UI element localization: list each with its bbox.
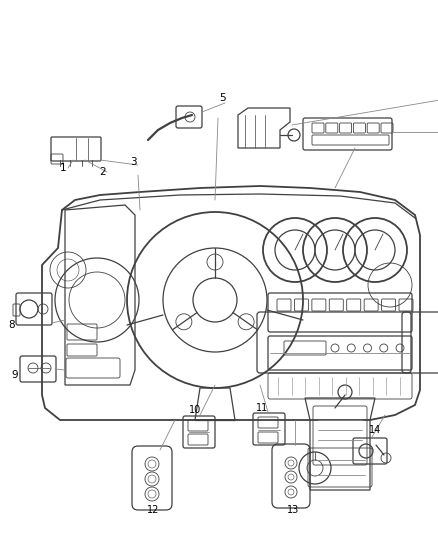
Text: 10: 10	[189, 405, 201, 415]
Text: 11: 11	[256, 403, 268, 413]
Text: 2: 2	[100, 167, 106, 177]
Text: 3: 3	[130, 157, 136, 167]
Text: 13: 13	[287, 505, 299, 515]
Text: 9: 9	[12, 370, 18, 380]
Text: 1: 1	[60, 163, 66, 173]
Text: 5: 5	[219, 93, 225, 103]
Text: 14: 14	[369, 425, 381, 435]
Text: 8: 8	[9, 320, 15, 330]
Text: 12: 12	[147, 505, 159, 515]
